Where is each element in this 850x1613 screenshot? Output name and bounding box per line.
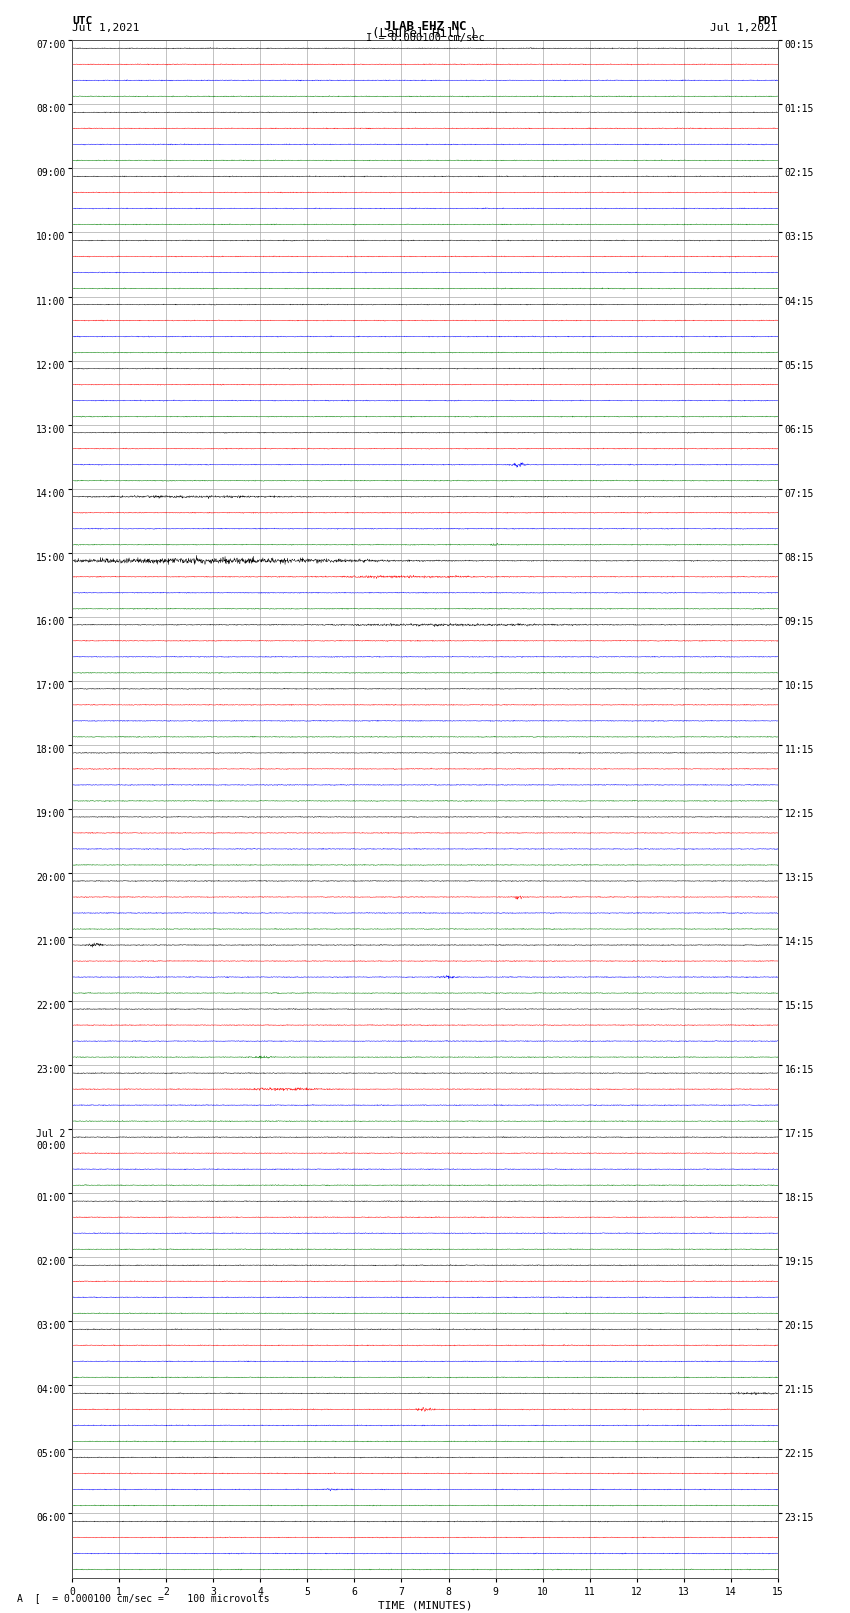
Text: A  [  = 0.000100 cm/sec =    100 microvolts: A [ = 0.000100 cm/sec = 100 microvolts: [17, 1594, 269, 1603]
Text: JLAB EHZ NC: JLAB EHZ NC: [383, 19, 467, 34]
Text: Jul 1,2021: Jul 1,2021: [711, 23, 778, 32]
Text: UTC: UTC: [72, 16, 93, 26]
Text: Jul 1,2021: Jul 1,2021: [72, 23, 139, 32]
Text: PDT: PDT: [757, 16, 778, 26]
X-axis label: TIME (MINUTES): TIME (MINUTES): [377, 1600, 473, 1611]
Text: (Laurel Hill ): (Laurel Hill ): [372, 26, 478, 40]
Text: I = 0.000100 cm/sec: I = 0.000100 cm/sec: [366, 32, 484, 44]
